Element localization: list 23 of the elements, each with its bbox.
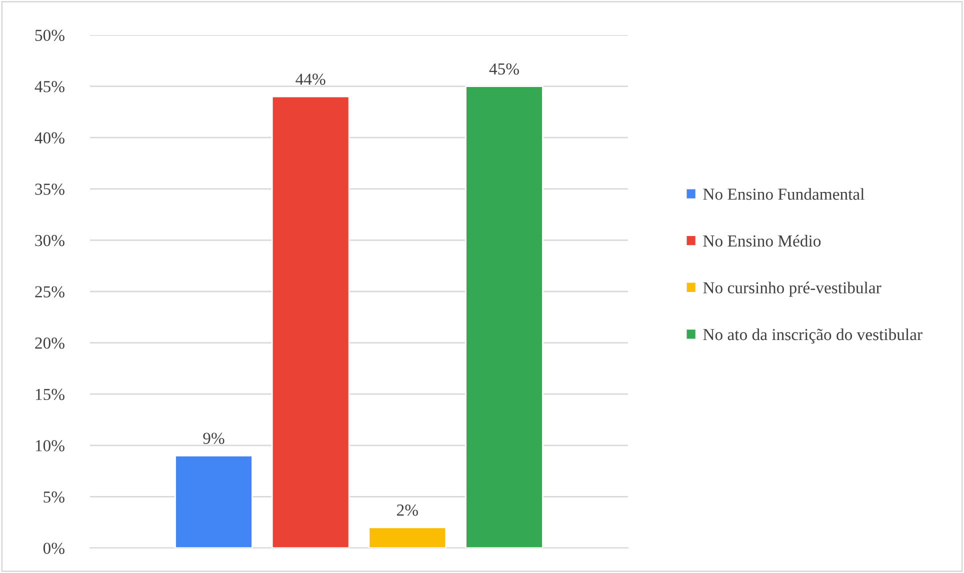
y-tick-label: 15% xyxy=(36,388,64,400)
bar xyxy=(271,96,350,548)
y-tick-label: 25% xyxy=(35,286,64,298)
y-tick-label: 40% xyxy=(34,132,64,144)
legend-label: No Ensino Médio xyxy=(703,234,821,247)
legend-label: No Ensino Fundamental xyxy=(703,188,864,200)
data-label: 44% xyxy=(296,74,326,85)
bar xyxy=(465,86,544,548)
y-tick-label: 30% xyxy=(35,234,64,246)
y-tick-label: 0% xyxy=(43,542,64,554)
legend-label: No cursinho pré-vestibular xyxy=(703,282,882,297)
y-tick-label: 35% xyxy=(35,184,64,195)
data-label: 2% xyxy=(397,504,418,516)
bar xyxy=(174,454,253,548)
data-label: 45% xyxy=(489,63,519,75)
legend-label: No ato da inscrição do vestibular xyxy=(703,328,922,344)
data-label: 9% xyxy=(203,432,224,444)
bar xyxy=(368,526,447,548)
y-tick-label: 50% xyxy=(35,30,64,41)
y-tick-label: 20% xyxy=(35,338,64,349)
y-tick-label: 10% xyxy=(36,440,64,452)
y-tick-label: 5% xyxy=(44,491,64,503)
y-tick-label: 45% xyxy=(34,81,64,92)
